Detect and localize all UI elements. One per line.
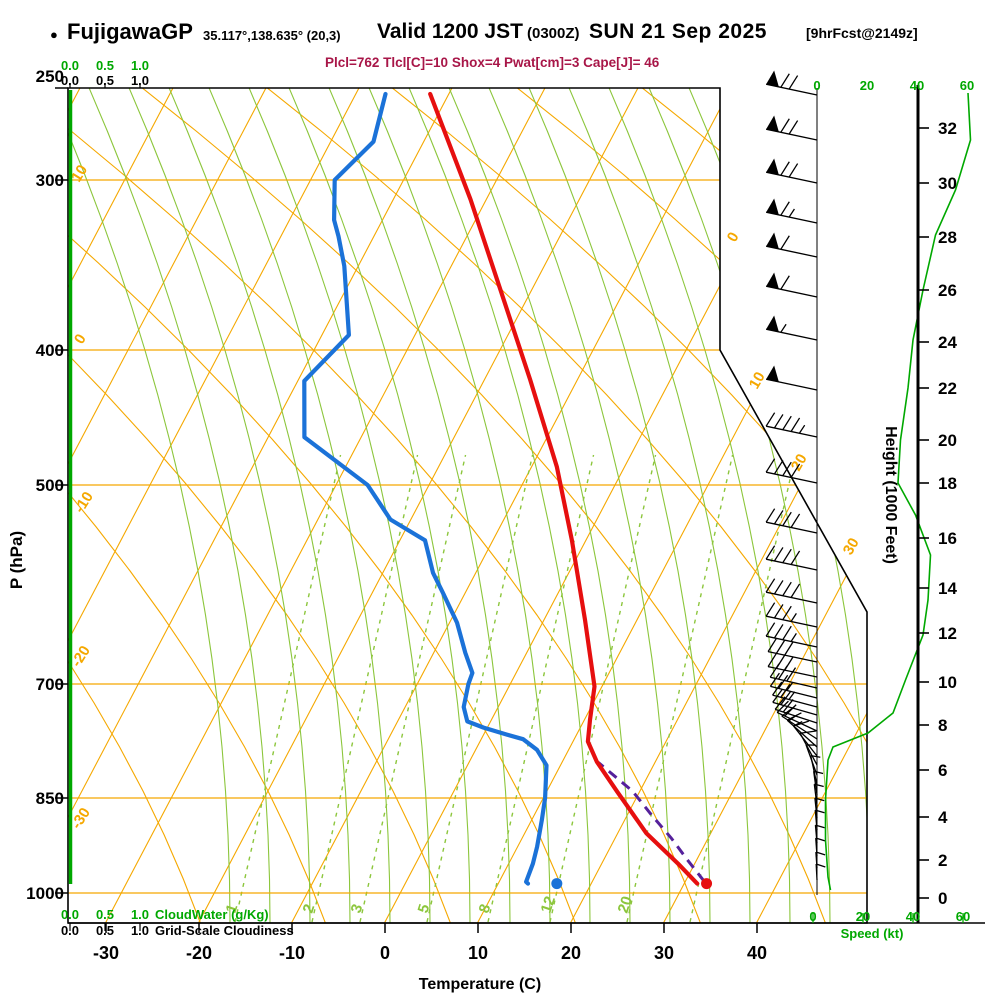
svg-text:0.0: 0.0	[61, 907, 79, 922]
svg-text:20: 20	[938, 431, 957, 450]
temperature-axis: -30 -20 -10 0 10 20 30 40 Temperature (C)	[93, 923, 767, 993]
svg-text:700: 700	[36, 675, 64, 694]
svg-text:0.5: 0.5	[96, 58, 114, 73]
svg-text:10: 10	[468, 943, 488, 963]
svg-text:0: 0	[938, 889, 947, 908]
svg-text:Temperature (C): Temperature (C)	[419, 976, 541, 993]
svg-text:30: 30	[938, 174, 957, 193]
svg-text:-10: -10	[71, 489, 97, 516]
svg-text:250: 250	[36, 67, 64, 86]
surface-dewpoint-dot	[551, 878, 563, 890]
station-name: FujigawaGP	[67, 19, 193, 44]
svg-text:Height (1000 Feet): Height (1000 Feet)	[882, 426, 899, 564]
svg-text:0: 0	[380, 943, 390, 963]
svg-text:30: 30	[654, 943, 674, 963]
plot-frame	[67, 87, 985, 924]
station-bullet: ●	[50, 27, 58, 42]
svg-text:4: 4	[938, 808, 948, 827]
stability-indices: Plcl=762 Tlcl[C]=10 Shox=4 Pwat[cm]=3 Ca…	[325, 55, 660, 70]
svg-text:32: 32	[938, 119, 957, 138]
svg-text:14: 14	[938, 579, 957, 598]
svg-text:0: 0	[71, 331, 90, 347]
svg-text:0.5: 0.5	[96, 907, 114, 922]
svg-text:10: 10	[68, 162, 91, 185]
svg-text:40: 40	[747, 943, 767, 963]
svg-text:16: 16	[938, 529, 957, 548]
wind-speed-curve	[824, 92, 972, 891]
svg-text:20: 20	[788, 451, 811, 474]
sounding-curves	[302, 91, 713, 890]
svg-text:850: 850	[36, 789, 64, 808]
svg-text:10: 10	[746, 369, 769, 392]
parcel-path	[597, 761, 706, 883]
svg-text:1.0: 1.0	[131, 58, 149, 73]
svg-text:-30: -30	[93, 943, 119, 963]
cloud-scales: 0.00.00.00.00.50.50.50.51.01.01.01.0Clou…	[61, 58, 294, 938]
valid-date: SUN 21 Sep 2025	[589, 20, 767, 43]
svg-text:20: 20	[615, 894, 636, 915]
svg-text:20: 20	[860, 78, 874, 93]
svg-text:P (hPa): P (hPa)	[7, 531, 26, 589]
svg-text:500: 500	[36, 476, 64, 495]
svg-text:6: 6	[938, 761, 947, 780]
svg-text:-10: -10	[279, 943, 305, 963]
temperature-curve	[428, 91, 700, 886]
svg-text:Speed (kt): Speed (kt)	[841, 926, 904, 941]
svg-text:8: 8	[938, 716, 947, 735]
valid-time-label: Valid 1200 JST	[377, 20, 523, 43]
svg-text:40: 40	[910, 78, 924, 93]
skewt-grid	[68, 88, 867, 923]
svg-text:0: 0	[724, 229, 743, 245]
svg-text:2: 2	[938, 851, 947, 870]
svg-text:1.0: 1.0	[131, 73, 149, 88]
svg-text:60: 60	[960, 78, 974, 93]
svg-text:300: 300	[36, 171, 64, 190]
svg-text:10: 10	[938, 673, 957, 692]
svg-text:24: 24	[938, 333, 957, 352]
svg-text:0.0: 0.0	[61, 58, 79, 73]
forecast-tag: [9hrFcst@2149z]	[806, 25, 918, 41]
svg-text:22: 22	[938, 379, 957, 398]
svg-text:400: 400	[36, 341, 64, 360]
svg-text:30: 30	[840, 535, 863, 558]
svg-text:CloudWater (g/Kg): CloudWater (g/Kg)	[155, 907, 269, 922]
wind-barbs	[765, 70, 826, 895]
svg-text:26: 26	[938, 281, 957, 300]
svg-text:-20: -20	[186, 943, 212, 963]
svg-text:28: 28	[938, 228, 957, 247]
surface-temp-dot	[701, 878, 713, 890]
svg-text:1.0: 1.0	[131, 907, 149, 922]
valid-zulu: (0300Z)	[527, 25, 580, 42]
svg-text:1000: 1000	[26, 884, 64, 903]
pressure-axis: 250 300 400 500 700 850 1000 P (hPa)	[7, 67, 68, 903]
svg-text:12: 12	[538, 894, 559, 915]
svg-text:0.0: 0.0	[61, 73, 79, 88]
dewpoint-curve	[302, 91, 549, 886]
svg-text:20: 20	[561, 943, 581, 963]
svg-text:0.5: 0.5	[96, 73, 114, 88]
svg-text:0: 0	[813, 78, 820, 93]
svg-text:12: 12	[938, 624, 957, 643]
svg-text:Grid-Scale Cloudiness: Grid-Scale Cloudiness	[155, 923, 294, 938]
svg-text:18: 18	[938, 474, 957, 493]
station-coords: 35.117°,138.635° (20,3)	[203, 28, 341, 43]
speed-axis: 00202040406060Speed (kt)	[809, 78, 974, 941]
